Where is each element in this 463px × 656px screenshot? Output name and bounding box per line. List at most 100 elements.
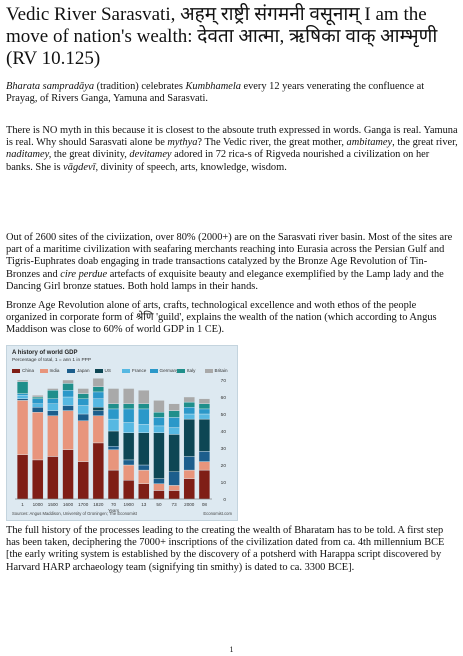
legend-item: Germany — [149, 368, 179, 373]
x-tick-label: 73 — [172, 502, 178, 507]
bar-segment — [122, 388, 135, 405]
legend-item: Japan — [67, 368, 90, 373]
bar-segment — [153, 417, 165, 427]
bar-segment — [32, 398, 44, 405]
bar-segment — [198, 451, 211, 462]
bar-segment — [107, 449, 120, 471]
bar-segment — [16, 454, 29, 500]
bar-segment — [32, 459, 44, 500]
y-tick-label: 60 — [221, 395, 227, 401]
bar-segment — [122, 403, 135, 410]
bar-segment — [92, 410, 105, 416]
bar-segment — [92, 442, 105, 500]
paragraph-myth: There is NO myth in this because it is c… — [6, 125, 458, 174]
chart-legend: China India Japan US France Germany Italy Brita… — [12, 368, 232, 376]
bar-segment — [16, 398, 29, 401]
bar-segment — [153, 425, 165, 433]
bar-segment — [122, 459, 135, 466]
bar-segment — [198, 403, 211, 410]
legend-label: France — [132, 368, 147, 373]
bar-segment — [198, 398, 211, 405]
bar-segment — [168, 485, 180, 491]
bar-segment — [183, 396, 195, 403]
x-axis-label: Years — [108, 508, 120, 513]
text-run: Kumbhamela — [185, 81, 241, 92]
bar-segment — [168, 417, 180, 428]
bar-segment — [77, 413, 89, 421]
bar-segment — [138, 403, 150, 410]
bar-segment — [183, 456, 195, 471]
text-run: Bharata sampradāya — [6, 81, 95, 92]
bar-segment — [77, 398, 89, 406]
bar-segment — [47, 415, 59, 457]
bar-segment — [122, 422, 135, 433]
bar-segment — [168, 410, 180, 418]
bar-segment — [168, 471, 180, 486]
bar-segment — [62, 405, 74, 411]
bar-segment — [153, 490, 165, 500]
bar-segment — [47, 456, 59, 500]
legend-item: Britain — [204, 368, 228, 373]
text-run: naditamey, — [6, 149, 52, 161]
text-run: Out of 2600 sites of the civiization, ov… — [6, 232, 453, 280]
bar-segment — [107, 403, 120, 410]
bar-segment — [77, 461, 89, 500]
bar-segment — [62, 390, 74, 398]
bar-segment — [16, 379, 29, 382]
y-tick-label: 70 — [221, 378, 227, 384]
bar-segment — [168, 427, 180, 435]
bar-segment — [47, 403, 59, 411]
bar-segment — [168, 434, 180, 473]
y-tick-label: 0 — [223, 497, 226, 503]
bar-segment — [198, 418, 211, 452]
gdp-chart-figure: A history of world GDP Percentage of tot… — [6, 345, 238, 521]
bar-segment — [16, 381, 29, 394]
x-tick-label: 1500 — [48, 502, 59, 507]
text-run: adored in 72 rica-s of Rigveda nourished… — [6, 149, 430, 173]
legend-label: US — [104, 368, 111, 373]
bar-segment — [92, 386, 105, 393]
stacked-bar-chart: 0 10 20 30 40 50 60 70 1 1000 1500 1600 1700 1820 70 19… — [15, 378, 227, 513]
text-run: , the great river, — [392, 137, 458, 149]
bar-segment — [138, 464, 150, 471]
bar-segment — [47, 398, 59, 405]
bar-segment — [198, 413, 211, 420]
y-tick-label: 30 — [221, 446, 227, 452]
bar-segment — [153, 400, 165, 413]
bar-segment — [16, 400, 29, 456]
bar-segment — [32, 395, 44, 398]
chart-title: A history of world GDP — [12, 350, 78, 356]
bar-segment — [107, 446, 120, 450]
text-run: , divinity of speech, arts, knowledge, w… — [95, 161, 287, 173]
bar-segment — [153, 478, 165, 484]
page-number: 1 — [229, 645, 234, 654]
paragraph-history: The full history of the processes leadin… — [6, 525, 458, 574]
bar-segment — [92, 391, 105, 399]
x-tick-label: 1820 — [93, 502, 104, 507]
x-tick-label: 1 — [21, 502, 24, 507]
legend-label: Britain — [214, 368, 228, 373]
bar-segment — [92, 378, 105, 388]
text-run: cire perdue — [60, 268, 108, 280]
bar-segment — [92, 407, 105, 411]
bar-segment — [16, 395, 29, 399]
bar-segment — [138, 432, 150, 466]
bar-segment — [198, 469, 211, 500]
legend-item: India — [39, 368, 60, 373]
bar-segment — [183, 418, 195, 457]
bar-segment — [122, 408, 135, 423]
legend-label: India — [49, 368, 60, 373]
y-tick-label: 10 — [221, 480, 227, 486]
legend-label: Germany — [159, 368, 179, 373]
paragraph-sites: Out of 2600 sites of the civiization, ov… — [6, 232, 458, 293]
paragraph-bronze-age: Bronze Age Revolution alone of arts, cra… — [6, 300, 458, 337]
chart-source: Sources: Angus Maddison, University of G… — [12, 511, 137, 516]
bar-segment — [122, 432, 135, 461]
text-run: (tradition) celebrates — [94, 81, 186, 92]
bar-segment — [107, 430, 120, 447]
bar-segment — [47, 410, 59, 416]
legend-swatch — [122, 368, 130, 373]
legend-label: Japan — [77, 368, 90, 373]
x-tick-label: 2000 — [184, 502, 195, 507]
